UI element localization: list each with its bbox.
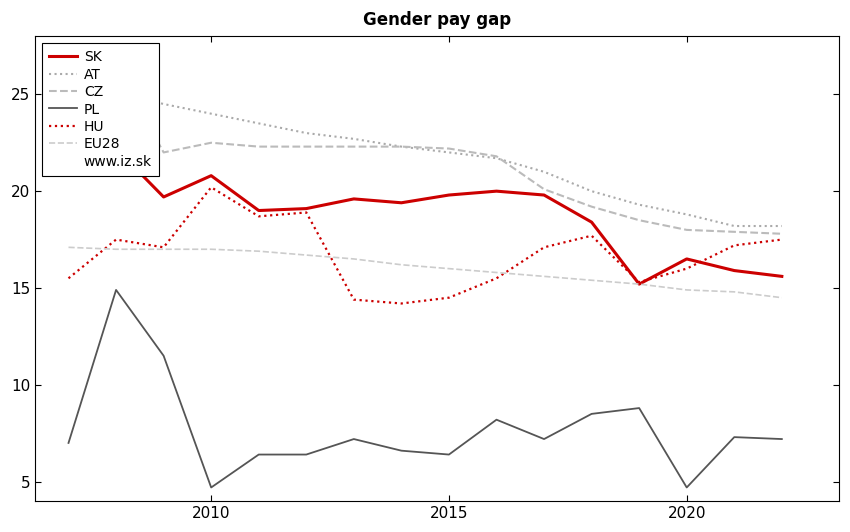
Legend: SK, AT, CZ, PL, HU, EU28, www.iz.sk: SK, AT, CZ, PL, HU, EU28, www.iz.sk (42, 43, 159, 176)
Title: Gender pay gap: Gender pay gap (363, 11, 511, 29)
